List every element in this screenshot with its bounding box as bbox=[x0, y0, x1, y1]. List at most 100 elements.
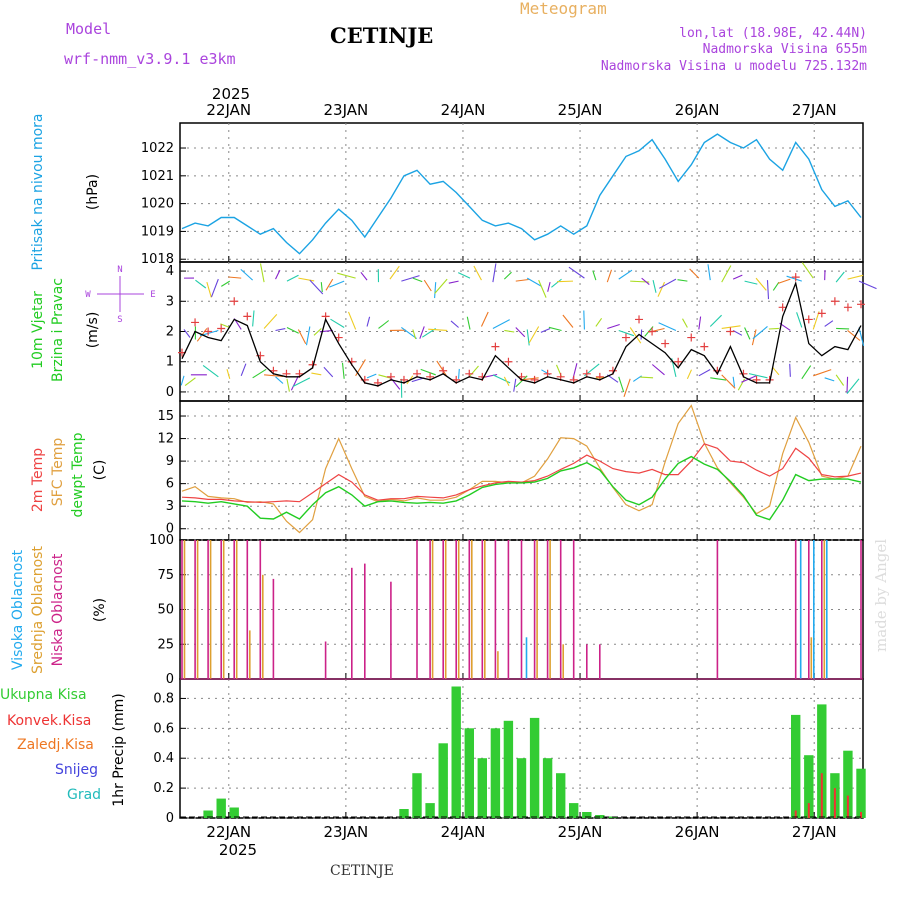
precip-subtitle: Konvek.Kisa bbox=[7, 713, 91, 729]
precip-bar-total-48 bbox=[804, 755, 814, 818]
wind-arrow-0-46 bbox=[707, 264, 711, 281]
wind-arrow-0-57 bbox=[835, 271, 845, 283]
precip-subtitle3: Snijeg bbox=[55, 762, 98, 778]
wind-arrow-2-13 bbox=[323, 366, 334, 378]
date-label-bottom-3: 25JAN bbox=[558, 823, 603, 841]
wind-arrow-2-42 bbox=[651, 364, 665, 376]
precip-tick-label-0: 0 bbox=[166, 811, 174, 826]
date-label-top-2: 24JAN bbox=[441, 101, 486, 119]
temperature-tick-label-1: 3 bbox=[166, 499, 174, 514]
wind-arrow-0-45 bbox=[689, 268, 700, 279]
wind-arrow-1-4 bbox=[220, 323, 230, 328]
wind-arrow-1-51 bbox=[752, 326, 768, 340]
wind-arrow-0-13 bbox=[325, 278, 334, 291]
precip-bar-total-47 bbox=[791, 714, 801, 818]
wind-gust-marker-42 bbox=[726, 327, 735, 336]
wind-arrow-2-6 bbox=[252, 368, 267, 379]
wind-arrow-0-20 bbox=[412, 277, 423, 283]
wind-gust-marker-1 bbox=[191, 318, 200, 327]
wind-gust-marker-52 bbox=[857, 300, 865, 309]
wind-arrow-2-22 bbox=[420, 368, 436, 376]
wind-arrow-2-5 bbox=[240, 363, 247, 377]
wind-gust-marker-5 bbox=[243, 312, 252, 321]
wind-arrow-0-15 bbox=[337, 272, 356, 279]
temp-subtitle2: dewpt Temp bbox=[70, 432, 86, 517]
wind-arrow-2-16 bbox=[366, 373, 377, 379]
wind-arrow-0-2 bbox=[206, 281, 212, 298]
wind-speed-line bbox=[181, 280, 862, 387]
pressure-tick-label-4: 1022 bbox=[141, 141, 174, 156]
precip-bar-convective-50 bbox=[833, 788, 836, 818]
wind-arrow-0-52 bbox=[772, 281, 780, 291]
wind-arrow-1-36 bbox=[595, 317, 603, 327]
pressure-ylabel: (hPa) bbox=[85, 174, 101, 210]
precip-title: Ukupna Kisa bbox=[0, 687, 87, 703]
wind-gust-marker-36 bbox=[648, 327, 657, 336]
date-label-bottom-5: 27JAN bbox=[792, 823, 837, 841]
wind-arrow-1-31 bbox=[528, 326, 540, 344]
wind-arrow-2-11 bbox=[292, 377, 311, 387]
wind-arrow-1-24 bbox=[450, 320, 459, 328]
wind-arrow-2-7 bbox=[264, 374, 284, 378]
wind-arrow-0-27 bbox=[492, 263, 497, 283]
wind-arrow-1-46 bbox=[709, 314, 722, 327]
wind-arrow-0-28 bbox=[503, 271, 512, 280]
product-title: Meteogram bbox=[520, 0, 607, 18]
date-label-top-5: 27JAN bbox=[792, 101, 837, 119]
wind-arrow-0-51 bbox=[766, 280, 770, 300]
temp-ylabel: (C) bbox=[92, 460, 108, 481]
wind-arrow-2-14 bbox=[341, 362, 345, 379]
wind-arrow-0-5 bbox=[228, 276, 242, 279]
wind-gust-marker-49 bbox=[817, 309, 826, 318]
footer-city: CETINJE bbox=[330, 863, 394, 879]
precip-bar-total-23 bbox=[477, 758, 487, 818]
wind-gust-marker-35 bbox=[635, 315, 644, 324]
precip-bar-total-27 bbox=[529, 717, 540, 818]
wind-arrow-1-19 bbox=[401, 327, 418, 340]
precip-bar-total-31 bbox=[582, 812, 592, 818]
wind-arrow-0-43 bbox=[659, 278, 677, 289]
cloud-subtitle2: Niska Oblacnost bbox=[50, 553, 66, 666]
wind-arrow-1-35 bbox=[583, 310, 585, 330]
wind-arrow-0-53 bbox=[777, 278, 791, 284]
wind-arrow-0-7 bbox=[259, 263, 265, 283]
wind-gust-marker-46 bbox=[778, 303, 787, 312]
precip-bar-total-3 bbox=[216, 798, 226, 818]
model-altitude-label: Nadmorska Visina u modelu 725.132m bbox=[601, 59, 867, 74]
wind-arrow-0-41 bbox=[652, 280, 657, 293]
wind-dir-e: E bbox=[150, 290, 155, 300]
precip-bar-total-52 bbox=[856, 768, 866, 818]
precip-bar-convective-49 bbox=[820, 773, 823, 818]
wind-arrow-1-49 bbox=[744, 327, 751, 340]
cloud-tick-label-2: 50 bbox=[157, 603, 174, 618]
pressure-tick-label-1: 1019 bbox=[141, 224, 174, 239]
wind-arrow-0-16 bbox=[360, 271, 368, 281]
year-label-bottom: 2025 bbox=[219, 841, 257, 859]
wind-arrow-1-43 bbox=[658, 322, 677, 331]
wind-arrow-2-29 bbox=[513, 378, 517, 392]
wind-arrow-2-27 bbox=[492, 374, 511, 384]
wind-arrow-2-41 bbox=[640, 376, 654, 379]
wind-arrow-2-54 bbox=[801, 365, 812, 380]
pressure-frame bbox=[179, 122, 864, 263]
precip-bar-total-29 bbox=[556, 773, 566, 818]
temperature-tick-label-5: 15 bbox=[157, 409, 174, 424]
dewpt-temp-line bbox=[181, 455, 862, 521]
wind-arrow-0-54 bbox=[786, 275, 802, 282]
pressure-tick-label-2: 1020 bbox=[141, 197, 174, 212]
precip-bar-convective-51 bbox=[846, 795, 849, 818]
wind-arrow-1-28 bbox=[504, 329, 515, 333]
wind-arrow-0-32 bbox=[547, 281, 551, 292]
wind-arrow-1-37 bbox=[607, 323, 620, 330]
wind-dir-w: W bbox=[85, 290, 91, 300]
temperature-tick-label-0: 0 bbox=[166, 522, 174, 537]
wind-arrow-1-7 bbox=[263, 314, 278, 329]
wind-arrow-2-3 bbox=[202, 364, 219, 378]
wind-ylabel: (m/s) bbox=[85, 312, 101, 349]
wind-arrow-1-44 bbox=[682, 318, 688, 328]
wind-tick-label-2: 2 bbox=[166, 325, 174, 340]
wind-arrow-2-59 bbox=[846, 378, 860, 394]
wind-arrow-2-9 bbox=[286, 378, 290, 392]
wind-gust-marker-50 bbox=[830, 297, 839, 306]
temperature-frame bbox=[179, 400, 864, 541]
